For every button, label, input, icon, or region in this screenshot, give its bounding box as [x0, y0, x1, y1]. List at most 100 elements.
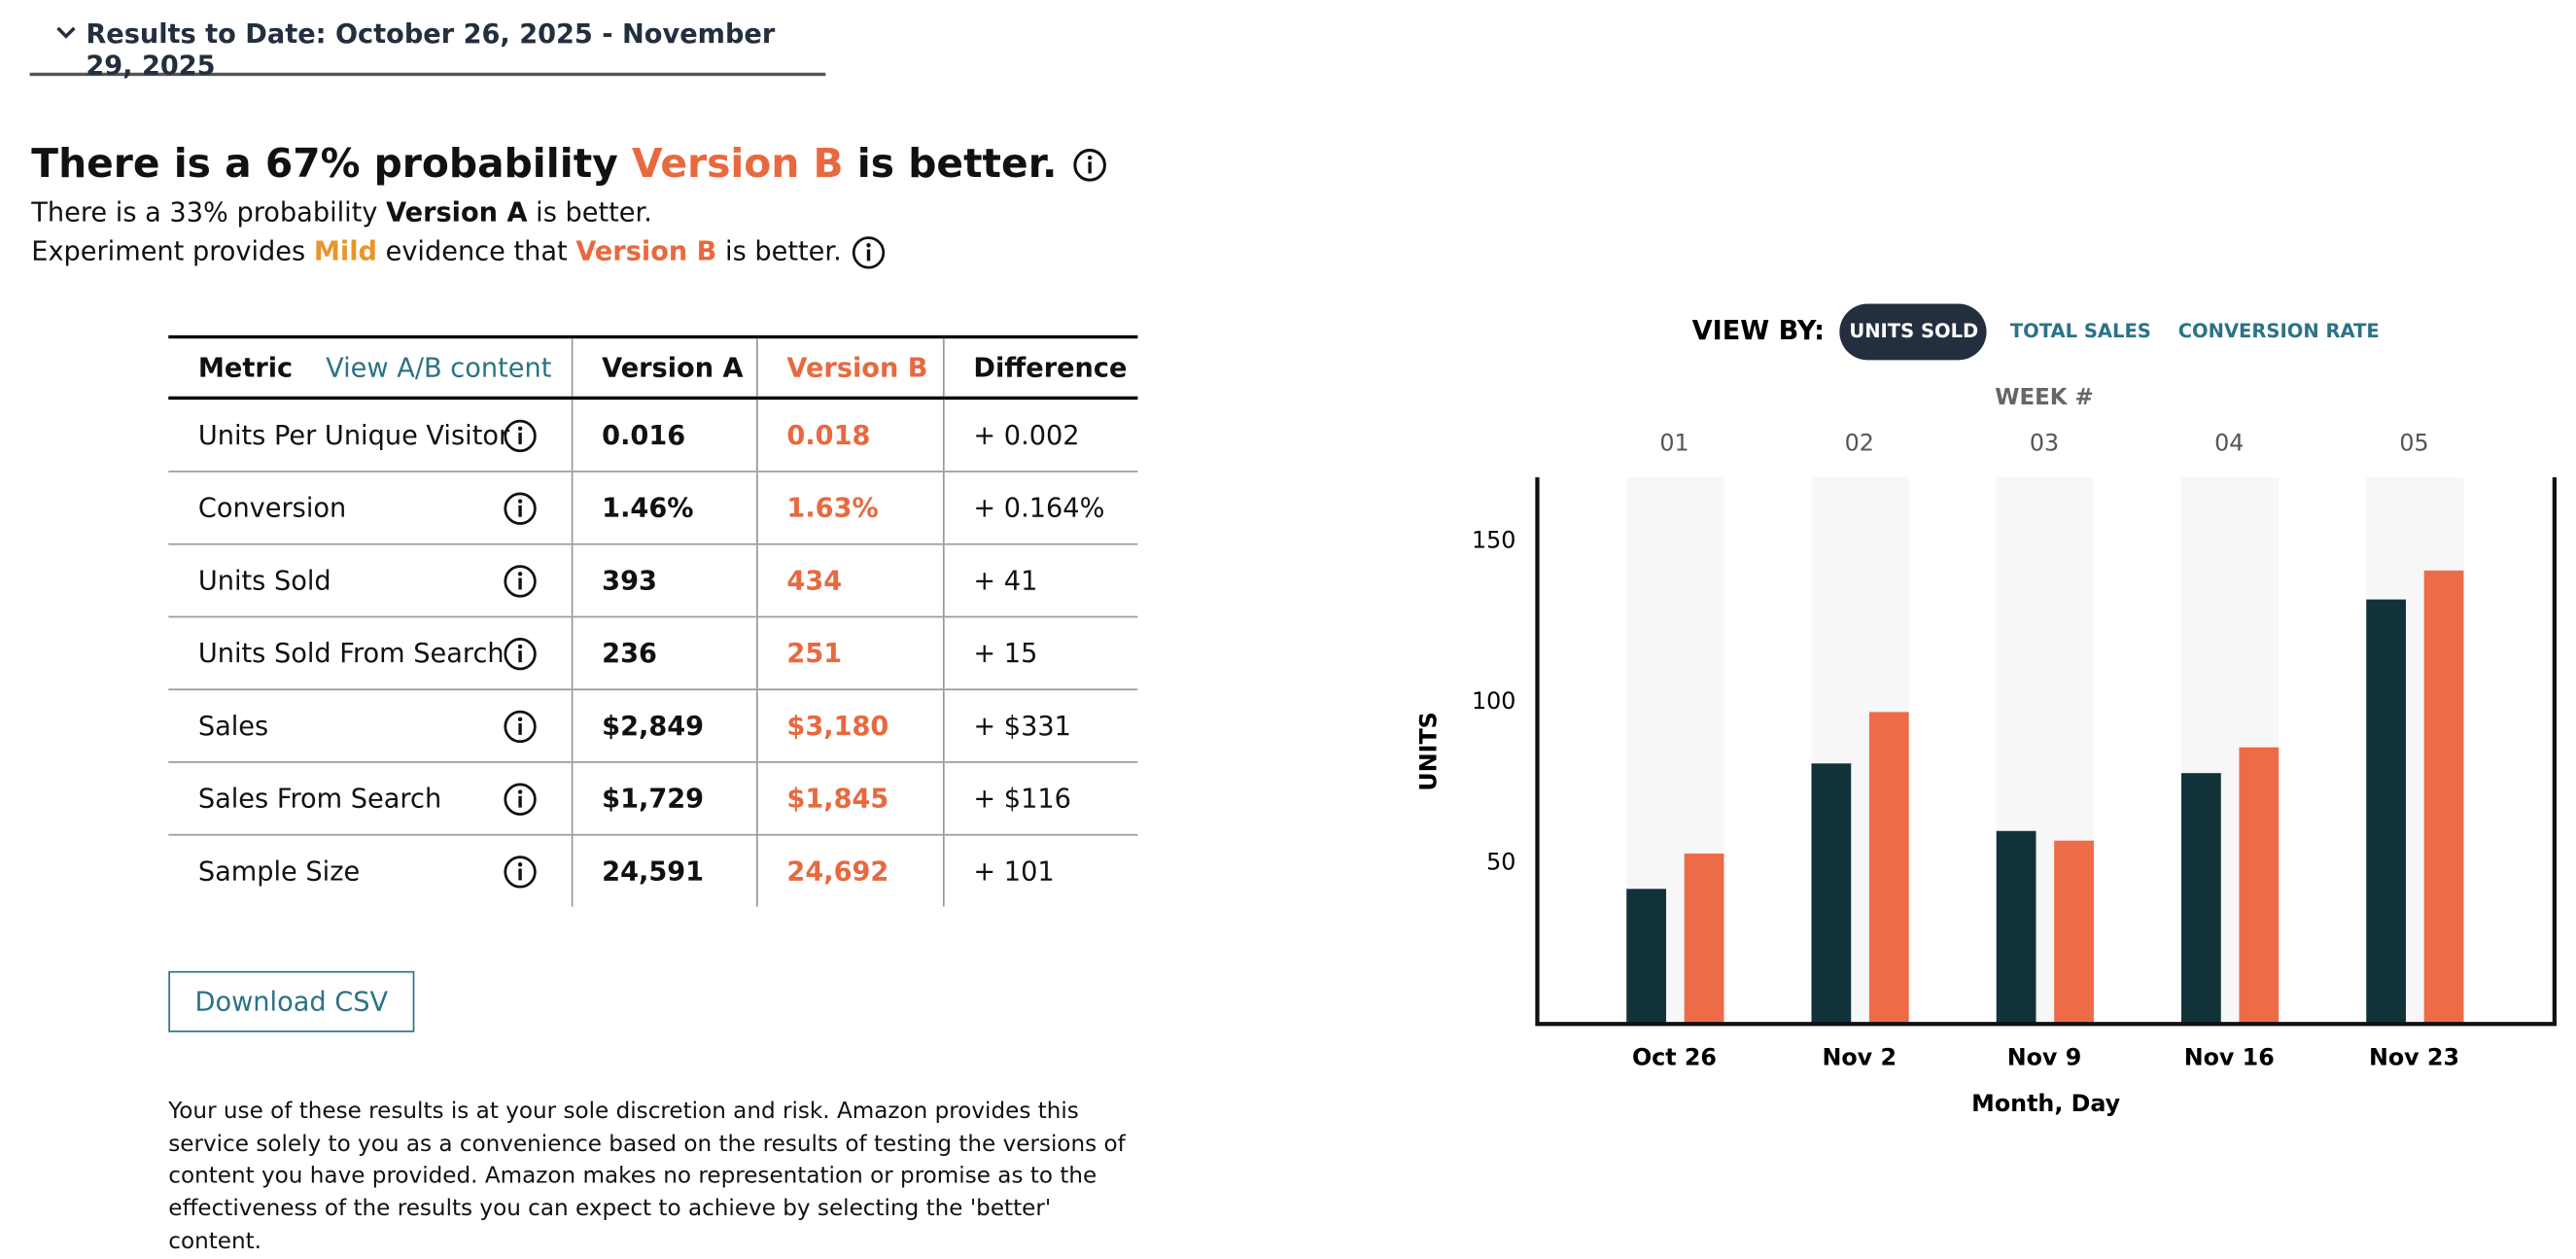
text: There is a 67% probability	[31, 140, 632, 187]
bar	[1868, 712, 1909, 1025]
text: Mild	[313, 235, 377, 267]
header-cell: Version A	[570, 334, 757, 401]
table-row: Sample Size 24,591 24,692 + 101	[168, 834, 1138, 907]
week-label: 02	[1845, 429, 1874, 456]
bar	[2180, 773, 2221, 1025]
info-icon[interactable]	[502, 781, 538, 817]
table-row: Sales From Search $1,729 $1,845 + $116	[168, 761, 1138, 836]
cell-text: + 101	[973, 855, 1055, 888]
table-cell: 0.016	[570, 398, 757, 472]
header-cell: Metric View A/B content	[168, 334, 572, 401]
header-title: Results to Date: October 26, 2025 - Nove…	[86, 17, 776, 82]
cell-text: $1,729	[602, 783, 705, 815]
bar	[1684, 853, 1724, 1025]
cell-text: 0.018	[786, 419, 871, 451]
y-tick-label: 100	[1472, 687, 1515, 715]
cell-text: 24,591	[602, 855, 705, 888]
text: There is a 33% probability	[31, 196, 387, 228]
bar	[2239, 747, 2280, 1025]
info-icon[interactable]	[502, 491, 538, 527]
axis	[1535, 476, 2558, 1027]
cell-text: 1.46%	[602, 492, 694, 524]
text: is better.	[716, 235, 842, 267]
table-cell: $3,180	[755, 689, 943, 763]
text: Metric	[197, 351, 294, 384]
x-tick-label: Nov 2	[1822, 1043, 1897, 1070]
week-label: 04	[2214, 429, 2244, 456]
text: Version B	[631, 140, 844, 187]
cell-text: $2,849	[602, 710, 705, 742]
view-by-active[interactable]	[1839, 303, 1987, 361]
table-cell: 1.46%	[570, 471, 757, 545]
view-by-option[interactable]: TOTAL SALES	[2010, 320, 2151, 342]
cell-text: Sample Size	[197, 855, 361, 888]
week-label: 03	[2030, 429, 2059, 456]
table-row: Units Sold 393 434 + 41	[168, 543, 1138, 618]
cell-text: Units Sold From Search	[197, 637, 505, 669]
table-cell: + 15	[942, 616, 1138, 691]
text: Experiment provides	[31, 235, 314, 267]
table-cell: + 41	[942, 543, 1138, 618]
cell-text: 0.016	[602, 419, 686, 451]
cell-text: Sales	[197, 710, 269, 742]
info-icon[interactable]	[502, 709, 538, 745]
table-cell: 0.018	[755, 398, 943, 472]
cell-text: Conversion	[197, 492, 347, 524]
results-table: Metric View A/B content Version A Version…	[168, 334, 1138, 907]
y-tick-label: 50	[1486, 848, 1515, 875]
table-cell: 24,591	[570, 834, 757, 907]
link[interactable]: View A/B content	[326, 351, 552, 384]
info-icon[interactable]	[502, 854, 538, 890]
table-cell: Sales From Search	[168, 761, 572, 836]
y-axis-label: UNITS	[1415, 712, 1443, 790]
view-by-option[interactable]: UNITS SOLD	[1849, 320, 1978, 342]
cell-text: + 41	[973, 564, 1038, 597]
text: is better.	[527, 196, 652, 228]
info-icon[interactable]	[502, 418, 538, 454]
text: is better.	[843, 140, 1058, 187]
table-row: Units Sold From Search 236 251 + 15	[168, 616, 1138, 691]
view-by-option[interactable]: CONVERSION RATE	[2178, 320, 2380, 342]
secondary-line: There is a 33% probability Version A is …	[31, 196, 652, 227]
x-axis-label: Month, Day	[1971, 1090, 2121, 1117]
results-header[interactable]: Results to Date: October 26, 2025 - Nove…	[29, 14, 826, 81]
table-cell: + 101	[942, 834, 1138, 907]
cell-text: + 0.164%	[973, 492, 1105, 524]
cell-text: 393	[602, 564, 657, 597]
table-cell: 1.63%	[755, 471, 943, 545]
text: Version B	[575, 235, 717, 267]
text: evidence that	[376, 235, 576, 267]
table-cell: Units Sold	[168, 543, 572, 618]
cell-text: 1.63%	[786, 492, 879, 524]
table-cell: + 0.164%	[942, 471, 1138, 545]
view-by-label: VIEW BY:	[1692, 316, 1825, 346]
table-row: Conversion 1.46% 1.63% + 0.164%	[168, 471, 1138, 545]
week-label: 01	[1659, 429, 1688, 456]
cell-text: + 0.002	[973, 419, 1080, 451]
table-cell: + $116	[942, 761, 1138, 836]
info-icon[interactable]	[1071, 147, 1107, 183]
x-tick-label: Nov 16	[2184, 1043, 2275, 1070]
cell-text: + $331	[973, 710, 1071, 742]
table-cell: $1,845	[755, 761, 943, 836]
evidence-line: Experiment provides Mild evidence that V…	[31, 234, 886, 270]
week-label: 05	[2399, 429, 2428, 456]
disclaimer: Your use of these results is at your sol…	[168, 1098, 1126, 1255]
y-tick-label: 150	[1472, 527, 1515, 554]
cell-text: 434	[786, 564, 843, 597]
info-icon[interactable]	[850, 234, 886, 270]
x-tick-label: Oct 26	[1632, 1043, 1717, 1070]
table-cell: Units Sold From Search	[168, 616, 572, 691]
table-cell: 251	[755, 616, 943, 691]
table-cell: Conversion	[168, 471, 572, 545]
bar	[2366, 599, 2407, 1025]
week-title: WEEK #	[1995, 385, 2094, 410]
table-cell: $2,849	[570, 689, 757, 763]
download-button[interactable]: Download CSV	[168, 970, 415, 1032]
info-icon[interactable]	[502, 563, 538, 599]
table-body: Units Per Unique Visitor 0.016 0.018 + 0.00…	[168, 398, 1138, 907]
table-cell: 24,692	[755, 834, 943, 907]
info-icon[interactable]	[502, 636, 538, 672]
